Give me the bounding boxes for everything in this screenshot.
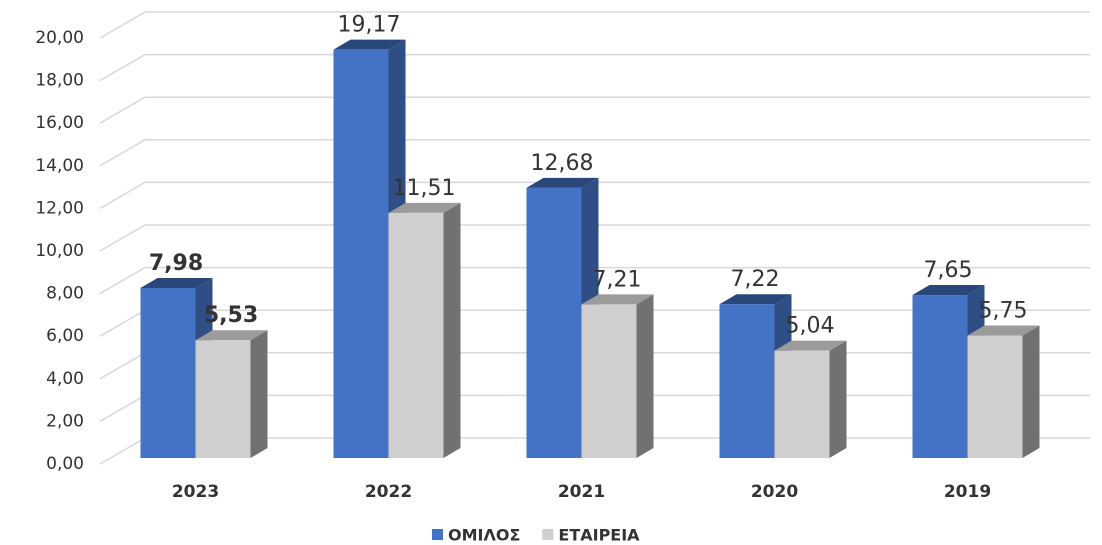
grid-line bbox=[99, 266, 1090, 295]
x-tick-label: 2020 bbox=[751, 482, 798, 502]
y-tick-label: 6,00 bbox=[46, 326, 84, 346]
y-tick-label: 0,00 bbox=[46, 454, 84, 474]
bar-side bbox=[1022, 325, 1040, 458]
y-tick-label: 14,00 bbox=[35, 156, 84, 176]
bar-side bbox=[636, 294, 654, 458]
bar bbox=[333, 49, 389, 458]
bar bbox=[967, 335, 1023, 458]
grid-line bbox=[99, 181, 1090, 210]
data-label: 5,04 bbox=[786, 314, 835, 339]
x-tick-label: 2023 bbox=[172, 482, 219, 502]
bar-top bbox=[140, 278, 213, 289]
bar bbox=[140, 288, 196, 458]
x-tick-label: 2022 bbox=[365, 482, 412, 502]
bar-top bbox=[912, 285, 985, 296]
bar-top bbox=[581, 294, 654, 305]
y-tick-label: 12,00 bbox=[35, 198, 84, 218]
bar-side bbox=[443, 202, 461, 458]
data-label: 5,75 bbox=[979, 299, 1028, 324]
bar-side bbox=[250, 330, 268, 458]
y-tick-label: 2,00 bbox=[46, 411, 84, 431]
legend-label: ΟΜΙΛΟΣ bbox=[448, 526, 520, 545]
data-label: 7,98 bbox=[149, 251, 203, 276]
x-tick-label: 2021 bbox=[558, 482, 605, 502]
bar-top bbox=[719, 294, 792, 305]
data-label: 7,21 bbox=[593, 267, 642, 292]
bar bbox=[195, 340, 251, 458]
grid-line bbox=[99, 96, 1090, 124]
data-label: 5,53 bbox=[204, 303, 258, 328]
legend-swatch bbox=[432, 529, 443, 540]
grid-line bbox=[99, 139, 1090, 167]
bar bbox=[774, 350, 830, 458]
bar bbox=[388, 212, 444, 458]
grid-line bbox=[99, 53, 1090, 82]
bar-side bbox=[829, 340, 847, 458]
x-tick-label: 2019 bbox=[944, 482, 991, 502]
bar bbox=[526, 187, 582, 458]
bar bbox=[912, 295, 968, 458]
y-tick-label: 20,00 bbox=[35, 28, 84, 48]
grid-line bbox=[99, 11, 1090, 39]
y-tick-label: 4,00 bbox=[46, 369, 84, 389]
y-tick-label: 10,00 bbox=[35, 241, 84, 261]
data-label: 7,22 bbox=[731, 267, 780, 292]
legend-label: ΕΤΑΙΡΕΙΑ bbox=[558, 526, 640, 545]
data-label: 19,17 bbox=[338, 13, 401, 38]
legend-swatch bbox=[542, 529, 554, 540]
bar-top bbox=[388, 202, 461, 213]
y-tick-label: 18,00 bbox=[35, 71, 84, 91]
bar-top bbox=[967, 325, 1040, 336]
bar-top bbox=[526, 177, 599, 188]
data-label: 11,51 bbox=[393, 176, 456, 201]
bar bbox=[719, 304, 775, 458]
bar bbox=[581, 304, 637, 458]
bar-top bbox=[774, 340, 847, 351]
y-tick-label: 8,00 bbox=[46, 284, 84, 304]
data-label: 7,65 bbox=[924, 258, 973, 283]
bar-top bbox=[195, 330, 268, 341]
data-label: 12,68 bbox=[531, 151, 594, 176]
bar-top bbox=[333, 39, 406, 50]
y-tick-label: 16,00 bbox=[35, 113, 84, 133]
grid-line bbox=[99, 224, 1090, 252]
